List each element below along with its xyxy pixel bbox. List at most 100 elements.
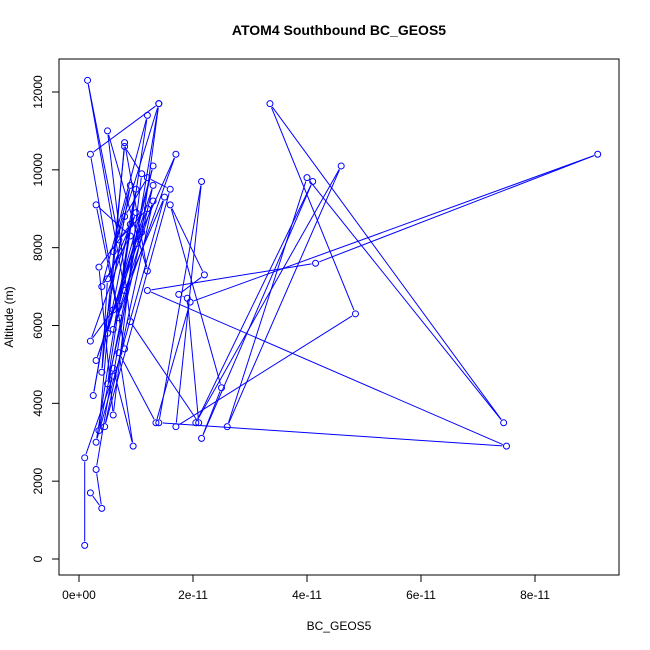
series-segment bbox=[150, 291, 504, 446]
series-segment bbox=[193, 155, 595, 302]
data-point bbox=[143, 267, 151, 275]
data-point bbox=[121, 286, 129, 294]
data-point bbox=[149, 162, 157, 170]
series-segment bbox=[175, 185, 202, 423]
data-point bbox=[309, 178, 317, 186]
series-segment bbox=[119, 356, 134, 443]
data-point bbox=[266, 100, 274, 108]
data-point bbox=[198, 434, 206, 442]
data-point bbox=[109, 306, 117, 314]
series-segment bbox=[113, 372, 133, 443]
series-segment bbox=[99, 247, 136, 427]
series-segment bbox=[124, 146, 148, 268]
data-point bbox=[126, 181, 134, 189]
data-point bbox=[92, 465, 100, 473]
data-point bbox=[138, 228, 146, 236]
data-point bbox=[86, 489, 94, 497]
x-tick-label: 4e-11 bbox=[292, 588, 322, 602]
series-segment bbox=[197, 169, 340, 420]
series-segment bbox=[202, 184, 312, 435]
data-point bbox=[143, 111, 151, 119]
series-segment bbox=[96, 473, 102, 505]
series-segment bbox=[159, 185, 202, 419]
data-point bbox=[84, 76, 92, 84]
data-point bbox=[132, 209, 140, 217]
y-tick-label: 10000 bbox=[31, 153, 45, 187]
series-segment bbox=[114, 157, 176, 326]
data-point bbox=[155, 100, 163, 108]
y-tick-label: 8000 bbox=[31, 234, 45, 261]
data-point bbox=[500, 419, 508, 427]
x-tick-label: 0e+00 bbox=[62, 588, 96, 602]
data-point bbox=[126, 318, 134, 326]
x-tick-label: 2e-11 bbox=[178, 588, 208, 602]
series-points bbox=[81, 76, 602, 549]
series-segment bbox=[228, 169, 341, 424]
x-tick-label: 6e-11 bbox=[406, 588, 436, 602]
series-segment bbox=[156, 305, 190, 420]
data-point bbox=[109, 364, 117, 372]
data-point bbox=[81, 454, 89, 462]
data-point bbox=[86, 150, 94, 158]
data-point bbox=[126, 232, 134, 240]
y-axis: 0 2000 4000 6000 8000 10000 12000 bbox=[31, 75, 59, 562]
x-axis: 0e+00 2e-11 4e-11 6e-11 8e-11 bbox=[62, 575, 550, 602]
data-point bbox=[503, 442, 510, 450]
data-point bbox=[109, 372, 117, 380]
data-point bbox=[200, 271, 208, 279]
series-segment bbox=[197, 184, 312, 420]
series-segment bbox=[270, 107, 355, 311]
data-point bbox=[155, 419, 163, 427]
data-point bbox=[98, 283, 106, 291]
series-segment bbox=[179, 315, 353, 425]
data-point bbox=[95, 263, 103, 271]
data-point bbox=[192, 419, 200, 427]
data-point bbox=[166, 185, 174, 193]
data-point bbox=[121, 213, 129, 221]
series-segment bbox=[98, 146, 125, 427]
data-point bbox=[138, 170, 146, 178]
data-point bbox=[152, 419, 160, 427]
data-point bbox=[109, 325, 117, 333]
y-tick-label: 4000 bbox=[31, 390, 45, 417]
data-point bbox=[143, 286, 151, 294]
series-segment bbox=[105, 193, 170, 423]
data-point bbox=[161, 193, 168, 201]
data-point bbox=[121, 345, 129, 353]
series-segment bbox=[120, 356, 155, 420]
data-point bbox=[115, 314, 123, 322]
data-point bbox=[104, 329, 111, 337]
series-segment bbox=[108, 134, 147, 268]
series-segment bbox=[113, 204, 153, 326]
data-point bbox=[166, 201, 174, 209]
data-point bbox=[81, 541, 89, 549]
data-point bbox=[121, 142, 129, 150]
data-point bbox=[98, 504, 106, 512]
series-segment bbox=[319, 155, 595, 263]
series-segment bbox=[92, 495, 100, 506]
data-point bbox=[104, 380, 111, 388]
data-point bbox=[337, 162, 345, 170]
data-point bbox=[594, 150, 602, 158]
series-segment bbox=[93, 220, 125, 392]
data-point bbox=[172, 150, 180, 158]
data-point bbox=[109, 248, 117, 256]
data-point bbox=[218, 384, 225, 392]
data-point bbox=[98, 368, 106, 376]
series-segment bbox=[181, 276, 202, 293]
data-point bbox=[143, 205, 151, 213]
series-segment bbox=[96, 372, 114, 466]
series-segment bbox=[151, 263, 312, 291]
series-segment bbox=[87, 84, 119, 237]
series-segment bbox=[107, 134, 131, 318]
data-point bbox=[195, 419, 203, 427]
data-point bbox=[121, 139, 129, 147]
y-tick-label: 12000 bbox=[31, 75, 45, 109]
series-segment bbox=[187, 302, 199, 419]
series-lines bbox=[84, 84, 595, 542]
data-point bbox=[126, 220, 134, 228]
data-point bbox=[303, 174, 311, 182]
data-point bbox=[109, 411, 117, 419]
series-segment bbox=[98, 271, 114, 412]
